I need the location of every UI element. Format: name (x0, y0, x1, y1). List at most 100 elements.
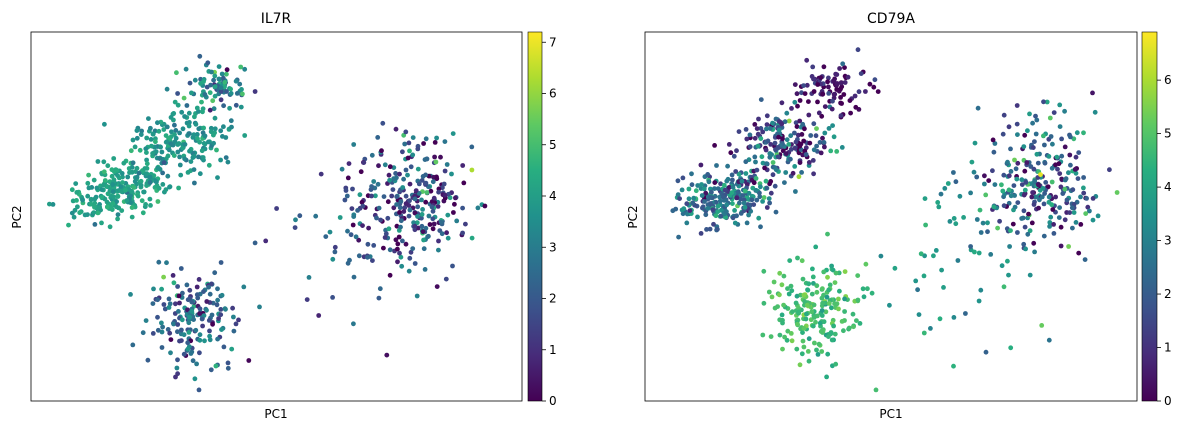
scatter-point (788, 283, 794, 289)
scatter-point (394, 194, 400, 200)
scatter-point (180, 290, 185, 296)
scatter-point (809, 291, 815, 297)
scatter-point (215, 175, 220, 181)
scatter-point (935, 200, 941, 205)
scatter-point (415, 214, 420, 219)
scatter-point (800, 338, 806, 344)
scatter-point (855, 273, 861, 278)
scatter-point (1066, 244, 1071, 249)
scatter-point (216, 76, 222, 82)
scatter-point (391, 176, 396, 182)
scatter-point (698, 162, 704, 168)
scatter-point (414, 293, 420, 299)
scatter-point (1081, 130, 1086, 136)
scatter-point (1090, 90, 1095, 96)
scatter-point (430, 208, 436, 214)
scatter-points (670, 47, 1120, 393)
scatter-point (377, 286, 383, 292)
scatter-point (1070, 187, 1076, 193)
scatter-point (194, 361, 200, 367)
scatter-point (196, 154, 201, 160)
scatter-point (1063, 176, 1069, 182)
scatter-point (1067, 210, 1073, 216)
scatter-point (224, 89, 229, 94)
scatter-point (779, 312, 785, 318)
scatter-point (777, 270, 783, 276)
scatter-point (977, 207, 983, 213)
scatter-point (219, 292, 225, 298)
scatter-point (875, 89, 881, 94)
scatter-point (1051, 110, 1057, 115)
scatter-point (786, 142, 792, 147)
scatter-point (1032, 249, 1037, 255)
scatter-point (375, 135, 381, 140)
scatter-point (415, 146, 421, 152)
scatter-point (148, 203, 153, 208)
scatter-point (213, 363, 219, 369)
scatter-point (1087, 208, 1092, 214)
scatter-point (111, 194, 116, 200)
scatter-point (801, 83, 806, 88)
scatter-point (394, 223, 400, 229)
scatter-point (1059, 176, 1065, 182)
scatter-point (792, 145, 798, 151)
scatter-point (758, 224, 763, 230)
scatter-point (412, 261, 418, 266)
scatter-point (955, 258, 961, 263)
scatter-point (218, 97, 224, 103)
scatter-point (817, 320, 823, 326)
scatter-point (233, 102, 239, 108)
scatter-point (351, 321, 356, 327)
scatter-point (171, 111, 177, 116)
scatter-point (394, 202, 399, 207)
scatter-point (175, 102, 181, 108)
scatter-point (389, 193, 395, 199)
scatter-point (842, 80, 848, 85)
scatter-point (407, 207, 413, 213)
scatter-point (406, 140, 412, 146)
scatter-point (755, 131, 761, 137)
scatter-point (219, 327, 224, 332)
scatter-point (200, 109, 205, 115)
scatter-point (784, 110, 790, 116)
scatter-point (765, 138, 771, 144)
scatter-point (350, 222, 356, 228)
scatter-point (163, 187, 169, 193)
scatter-point (222, 306, 228, 312)
colorbar-ticks: 0 1 2 3 4 5 6 7 (542, 35, 557, 408)
scatter-point (101, 159, 107, 165)
scatter-point (351, 214, 357, 220)
scatter-point (450, 131, 456, 137)
scatter-point (161, 274, 167, 280)
scatter-point (1082, 257, 1088, 262)
scatter-point (156, 185, 162, 191)
scatter-point (831, 323, 836, 329)
scatter-point (386, 172, 392, 178)
scatter-point (419, 178, 425, 183)
scatter-point (1047, 224, 1052, 229)
scatter-point (764, 122, 770, 127)
scatter-point (1081, 175, 1086, 180)
scatter-point (1011, 183, 1017, 189)
scatter-point (196, 387, 202, 393)
scatter-point (398, 224, 403, 230)
scatter-point (75, 204, 80, 210)
scatter-point (826, 91, 832, 96)
scatter-point (426, 233, 431, 239)
scatter-point (194, 132, 200, 137)
scatter-point (1012, 204, 1018, 210)
scatter-point (746, 190, 752, 196)
scatter-point (410, 246, 416, 252)
scatter-point (387, 164, 393, 170)
scatter-point (420, 229, 426, 235)
scatter-point (816, 341, 822, 347)
scatter-point (330, 295, 335, 300)
scatter-point (434, 284, 440, 289)
scatter-point (830, 98, 835, 104)
scatter-point (1015, 200, 1021, 206)
scatter-point (138, 178, 144, 184)
scatter-point (85, 193, 91, 199)
scatter-point (730, 177, 735, 183)
scatter-point (124, 198, 130, 203)
scatter-point (988, 252, 994, 257)
